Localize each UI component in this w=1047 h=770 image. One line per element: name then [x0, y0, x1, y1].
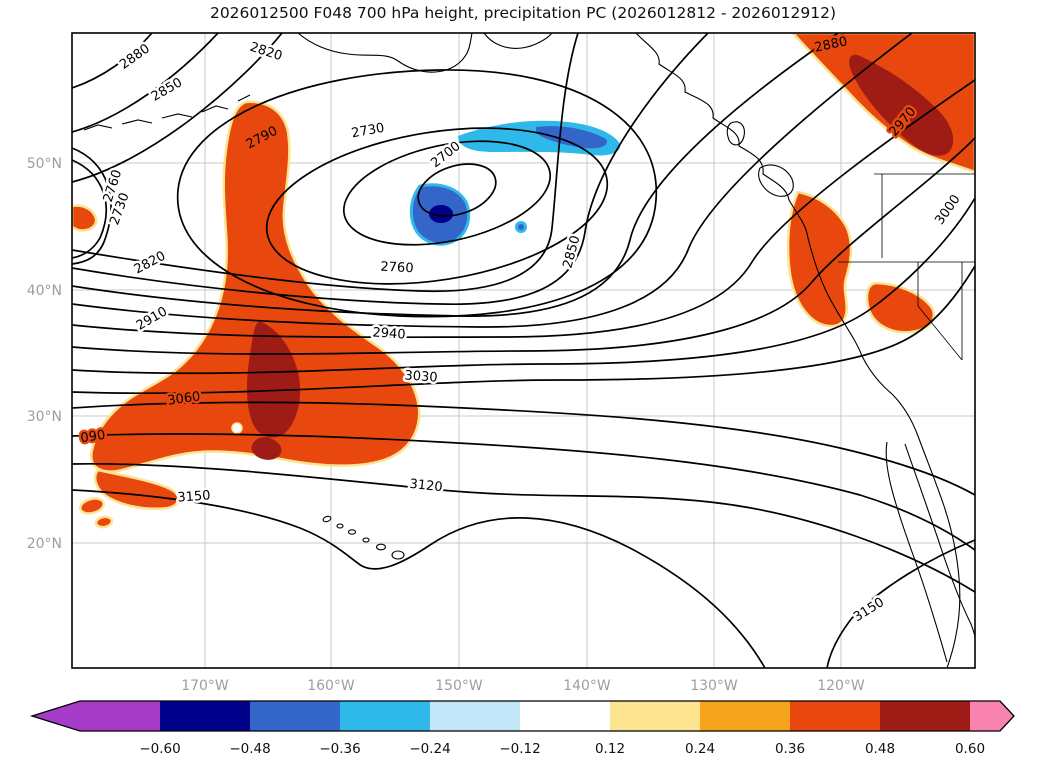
shading-hole — [231, 422, 243, 434]
positive-anomaly-spot — [94, 515, 114, 529]
negative-anomaly-dot-core — [518, 224, 524, 230]
colorbar-segment — [430, 701, 520, 731]
contour-label: 3120 — [409, 477, 443, 495]
colorbar-tick-label: 0.24 — [685, 741, 715, 757]
y-tick-label: 50°N — [27, 156, 62, 172]
colorbar-tick-label: 0.48 — [865, 741, 895, 757]
positive-anomaly-core — [251, 437, 282, 460]
contour-label: 2940 — [372, 325, 406, 342]
colorbar-over-arrow — [970, 701, 1014, 731]
hawaiian-islands — [322, 515, 405, 560]
colorbar-tick-label: −0.60 — [139, 741, 180, 757]
colorbar-tick-label: 0.36 — [775, 741, 805, 757]
contour-2850 — [72, 33, 709, 306]
contour-2880-nw — [72, 33, 153, 89]
contour-3150-se — [826, 539, 975, 668]
colorbar-segment — [340, 701, 430, 731]
contour-2820-nw — [72, 33, 283, 183]
contour-2730 — [342, 140, 552, 246]
contour-label: 2880 — [117, 41, 153, 72]
contour-3030 — [72, 265, 975, 395]
colorbar-tick-label: 0.12 — [595, 741, 625, 757]
contour-label: 2730 — [350, 121, 385, 142]
map-frame — [71, 32, 976, 669]
contour-2760-trough — [72, 147, 112, 265]
contour-2820 — [72, 33, 579, 293]
contour-label: 2910 — [134, 304, 170, 334]
positive-anomaly-core — [849, 54, 954, 156]
contour-label: 2820 — [248, 40, 284, 64]
positive-anomaly-core — [246, 321, 301, 438]
figure-title: 2026012500 F048 700 hPa height, precipit… — [210, 4, 836, 22]
haida-gwaii-island — [726, 121, 745, 146]
axis-tick-labels: 170°W 160°W 150°W 140°W 130°W 120°W 50°N 40°N 30… — [27, 156, 865, 694]
x-tick-label: 130°W — [690, 678, 738, 694]
contour-label: 3030 — [404, 368, 438, 385]
colorbar-under-arrow — [32, 701, 160, 731]
contour-3090 — [72, 433, 975, 551]
contour-3000 — [72, 197, 975, 375]
positive-anomaly-spot — [79, 497, 105, 515]
contour-2730-trough — [72, 159, 107, 259]
colorbar-tick-label: 0.60 — [955, 741, 985, 757]
contour-label: 2820 — [132, 249, 168, 278]
positive-anomaly-basin — [865, 281, 936, 334]
alaska-coast — [483, 33, 553, 49]
colorbar-segment — [520, 701, 610, 731]
contour-2970 — [72, 137, 975, 355]
contour-3060 — [72, 401, 975, 496]
y-tick-label: 30°N — [27, 409, 62, 425]
vancouver-island — [758, 164, 794, 197]
positive-anomaly-left-edge — [72, 204, 98, 232]
colorbar-segment — [700, 701, 790, 731]
contour-2910 — [72, 33, 913, 328]
contour-2880 — [72, 33, 839, 317]
contour-label: 090 — [80, 428, 107, 446]
contour-2700 — [417, 163, 497, 217]
colorbar-tick-label: −0.36 — [319, 741, 360, 757]
colorbar-outline — [29, 700, 1015, 732]
colorbar-tick-label: −0.12 — [499, 741, 540, 757]
colorbar-tick-label: −0.24 — [409, 741, 450, 757]
colorbar: −0.60 −0.48 −0.36 −0.24 −0.12 0.12 0.24 0.36 0.4… — [29, 700, 1015, 757]
x-tick-label: 140°W — [563, 678, 611, 694]
x-tick-label: 160°W — [307, 678, 355, 694]
alaska-peninsula-coast — [297, 33, 473, 73]
colorbar-segment — [880, 701, 970, 731]
aleutian-islands — [83, 94, 251, 131]
contour-3150 — [72, 489, 766, 668]
contour-3120 — [72, 462, 975, 593]
height-contour-layer — [72, 33, 975, 668]
colorbar-segment — [610, 701, 700, 731]
contour-label: 2760 — [380, 260, 414, 277]
x-tick-label: 150°W — [435, 678, 483, 694]
colorbar-tick-label: −0.48 — [229, 741, 270, 757]
negative-anomaly-streak-core — [536, 126, 607, 149]
positive-anomaly-sw-extension — [94, 468, 180, 510]
contour-2790 — [176, 69, 658, 318]
mexico-mainland-coast — [904, 443, 975, 639]
contour-2940 — [72, 79, 975, 339]
negative-anomaly-blob-core — [429, 205, 453, 223]
x-tick-label: 170°W — [181, 678, 229, 694]
y-tick-label: 40°N — [27, 283, 62, 299]
x-tick-label: 120°W — [817, 678, 865, 694]
state-borders — [838, 173, 975, 361]
contour-label: 3150 — [851, 595, 887, 625]
colorbar-segment — [250, 701, 340, 731]
y-tick-label: 20°N — [27, 536, 62, 552]
contour-2760 — [265, 127, 609, 285]
north-america-west-coast — [635, 33, 961, 668]
contour-label: 3150 — [177, 488, 211, 505]
coastline-layer — [83, 33, 975, 668]
colorbar-segment — [160, 701, 250, 731]
gulf-of-california-coast — [885, 441, 948, 663]
colorbar-segment — [790, 701, 880, 731]
contour-2850-nw — [72, 33, 219, 133]
